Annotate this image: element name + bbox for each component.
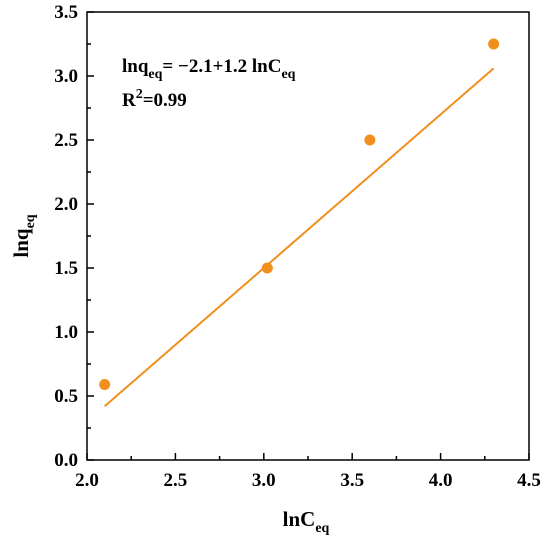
x-tick-label: 3.5 — [340, 470, 364, 491]
x-tick-label: 2.0 — [75, 470, 99, 491]
y-tick-label: 1.0 — [54, 322, 78, 343]
x-tick-label: 2.5 — [164, 470, 188, 491]
r-squared-annotation: R2=0.99 — [122, 87, 187, 111]
x-tick-label: 3.0 — [252, 470, 276, 491]
equation-annotation: lnqeq= −2.1+1.2 lnCeq — [122, 56, 296, 82]
data-point — [488, 38, 500, 50]
y-tick-label: 2.0 — [54, 194, 78, 215]
x-tick-label: 4.5 — [517, 470, 541, 491]
y-tick-label: 0.0 — [54, 450, 78, 471]
data-points — [99, 38, 500, 390]
y-tick-label: 3.0 — [54, 66, 78, 87]
y-axis-title: lnqeq — [9, 214, 38, 257]
y-tick-label: 3.5 — [54, 2, 78, 23]
x-axis: 2.0 2.5 3.0 3.5 4.0 4.5 — [75, 453, 541, 491]
data-point — [99, 378, 111, 390]
data-point — [364, 134, 376, 146]
x-axis-title: lnCeq — [283, 507, 330, 536]
y-tick-label: 0.5 — [54, 386, 78, 407]
y-tick-label: 1.5 — [54, 258, 78, 279]
x-tick-label: 4.0 — [429, 470, 453, 491]
y-tick-label: 2.5 — [54, 130, 78, 151]
fit-line — [104, 67, 495, 407]
y-axis: 0.0 0.5 1.0 1.5 2.0 2.5 3.0 3.5 — [54, 2, 94, 471]
data-point — [261, 262, 273, 274]
